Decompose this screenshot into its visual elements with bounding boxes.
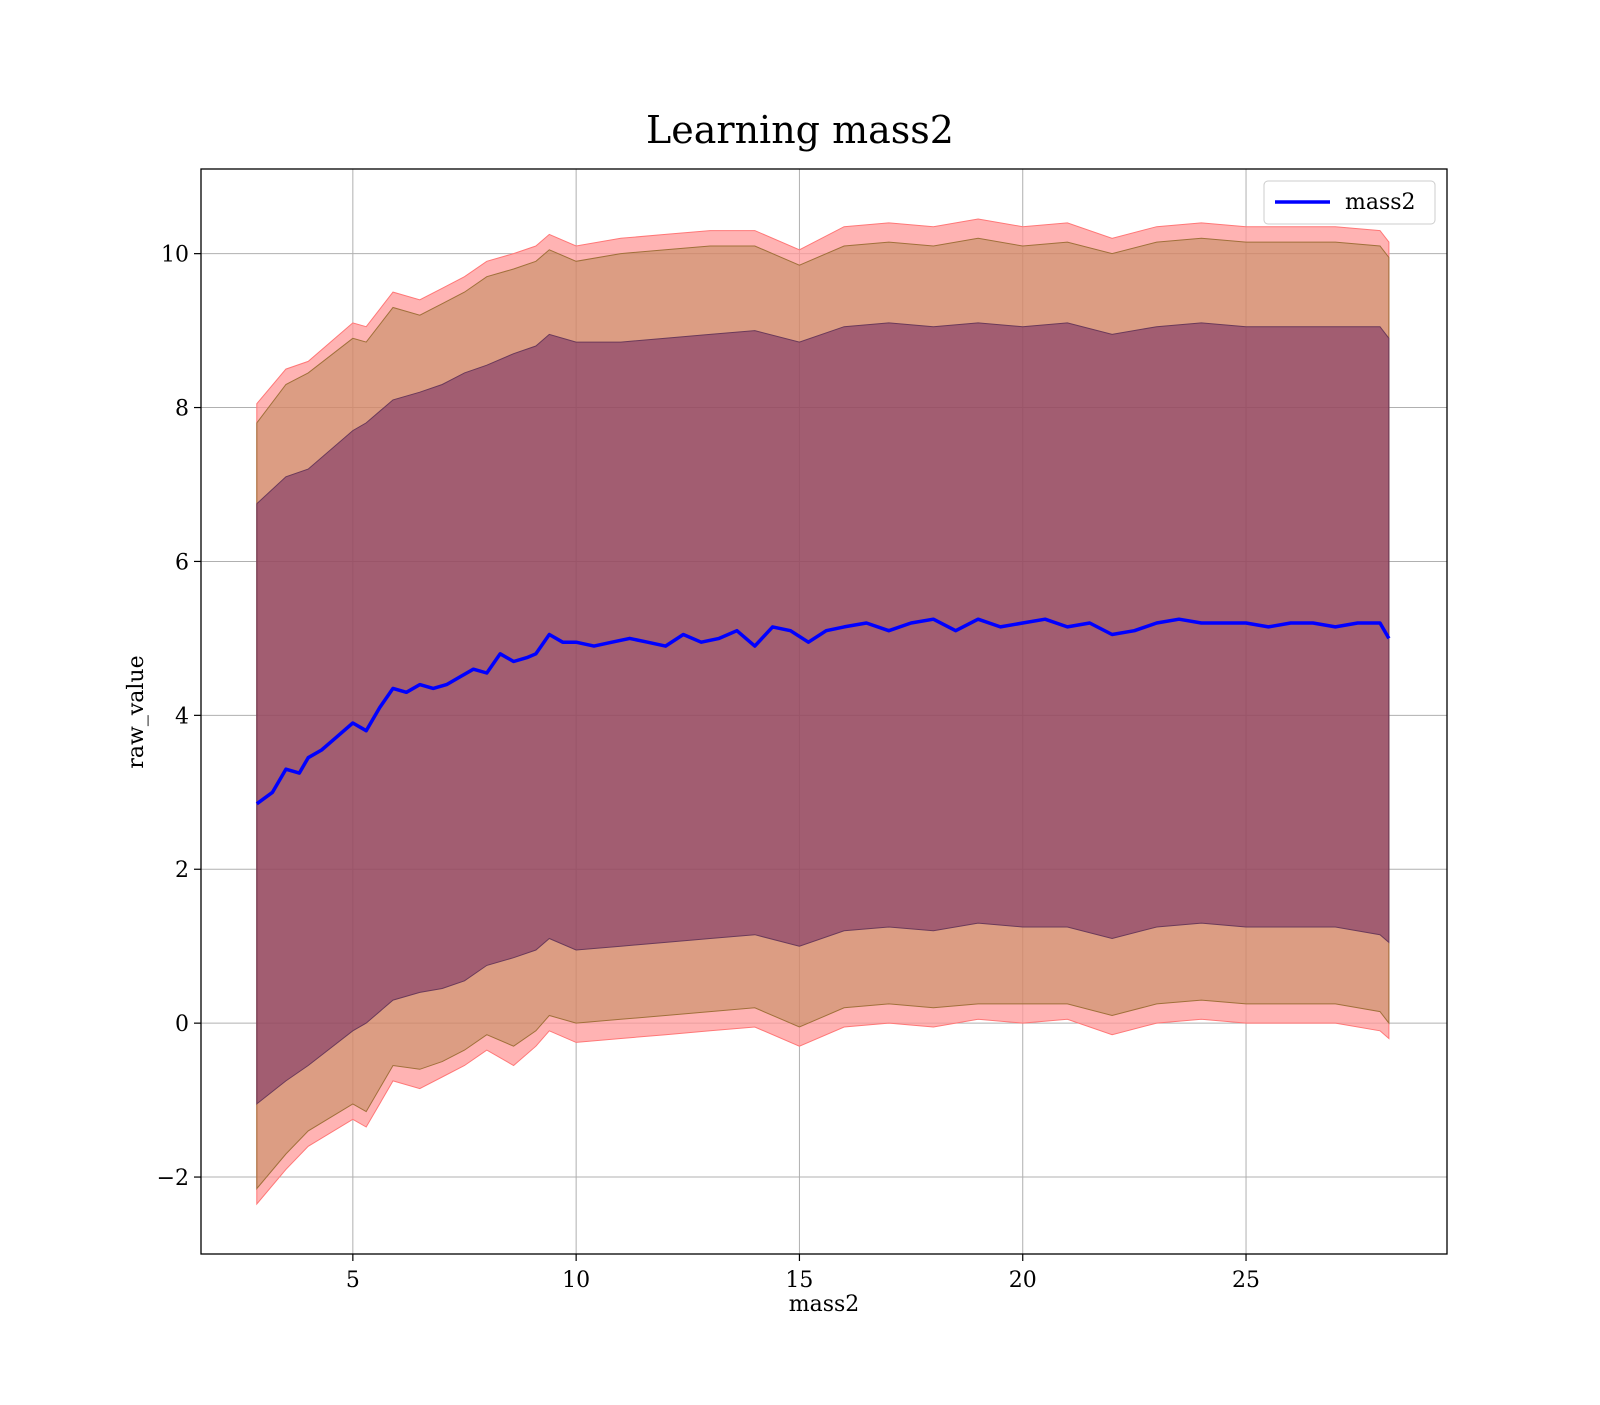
y-tick-label: −2: [157, 1166, 189, 1191]
y-tick-label: 2: [175, 858, 189, 883]
mass2-line: [255, 617, 1391, 806]
x-tick-label: 20: [1009, 1268, 1037, 1293]
plot-frame: [200, 168, 1448, 1255]
series-lines: [255, 617, 1391, 806]
legend-label: mass2: [1345, 190, 1416, 215]
inner-band-area: [256, 322, 1390, 1105]
x-tick-label: 15: [785, 1268, 813, 1293]
y-tick-label: 10: [161, 243, 189, 268]
legend: mass2: [1263, 180, 1436, 225]
y-axis-label: raw_value: [124, 655, 149, 768]
y-tick-label: 4: [175, 704, 189, 729]
x-tick-label: 5: [346, 1268, 360, 1293]
y-axis-ticks: −2 0 2 4 6 8 10: [157, 243, 201, 1191]
x-axis-ticks: 5 10 15 20 25: [346, 1254, 1260, 1293]
y-tick-label: 8: [175, 397, 189, 422]
x-tick-label: 10: [562, 1268, 590, 1293]
legend-box: [1263, 180, 1436, 225]
y-tick-label: 6: [175, 550, 189, 575]
middle-band-area: [256, 237, 1390, 1190]
outer-band-area: [256, 218, 1390, 1206]
y-tick-label: 0: [175, 1012, 189, 1037]
x-axis-label: mass2: [789, 1292, 860, 1317]
confidence-bands: [256, 218, 1390, 1206]
chart-title: Learning mass2: [646, 108, 954, 152]
x-tick-label: 25: [1232, 1268, 1260, 1293]
